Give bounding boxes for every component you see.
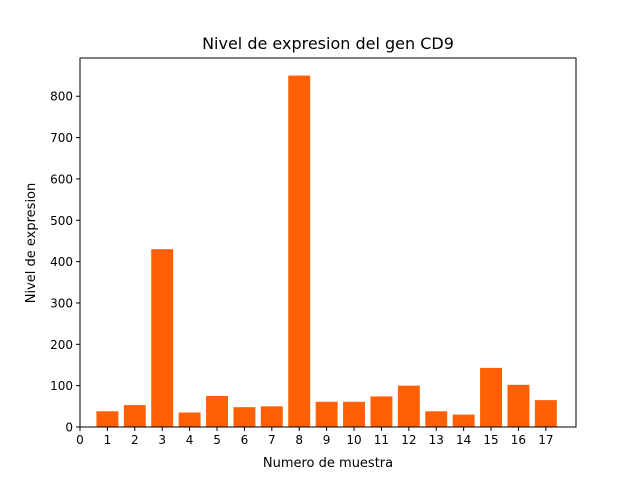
x-tick-label: 3	[158, 433, 166, 447]
x-tick-label: 6	[241, 433, 249, 447]
y-tick-label: 100	[50, 379, 73, 393]
bar-sample-15	[480, 367, 503, 427]
bars	[96, 75, 557, 428]
y-tick-label: 300	[50, 296, 73, 310]
y-tick-label: 0	[65, 421, 73, 435]
bar-sample-7	[260, 406, 283, 427]
x-tick-label: 10	[346, 433, 361, 447]
bar-sample-16	[507, 384, 530, 427]
x-tick-label: 16	[511, 433, 526, 447]
bar-sample-8	[288, 75, 311, 428]
y-tick-label: 700	[50, 131, 73, 145]
x-tick-label: 17	[538, 433, 553, 447]
x-tick-label: 7	[268, 433, 276, 447]
plot-frame	[79, 57, 577, 428]
x-tick-label: 12	[401, 433, 416, 447]
bar-sample-3	[151, 249, 174, 427]
y-tick-label: 800	[50, 90, 73, 104]
x-tick-label: 8	[295, 433, 303, 447]
x-axis-label: Numero de muestra	[263, 456, 393, 471]
bar-sample-13	[425, 411, 448, 427]
bar-sample-5	[206, 395, 228, 427]
x-tick-label: 1	[104, 433, 112, 447]
x-tick-label: 4	[186, 433, 194, 447]
x-tick-label: 14	[456, 433, 471, 447]
bar-sample-6	[233, 407, 256, 427]
x-tick-label: 9	[323, 433, 331, 447]
y-tick-label: 200	[50, 338, 73, 352]
chart-title: Nivel de expresion del gen CD9	[202, 34, 454, 53]
bar-sample-11	[370, 396, 393, 427]
bar-sample-1	[96, 411, 119, 427]
bar-sample-12	[397, 385, 420, 427]
y-axis-label: Nivel de expresion	[24, 183, 39, 304]
bar-sample-17	[534, 400, 557, 427]
x-tick-label: 15	[483, 433, 498, 447]
x-tick-label: 2	[131, 433, 139, 447]
bar-sample-14	[452, 414, 475, 427]
x-tick-label: 13	[429, 433, 444, 447]
bar-sample-2	[123, 405, 146, 427]
bar-sample-4	[178, 412, 201, 427]
bar-sample-10	[343, 401, 365, 427]
y-tick-label: 500	[50, 214, 73, 228]
bar-sample-9	[315, 401, 338, 427]
y-tick-label: 400	[50, 255, 73, 269]
x-axis-ticks: 0 1 2 3 4 5 6 7 8 9 10 11 12 13 14 15 16 17	[76, 427, 553, 447]
y-axis-ticks: 0 100 200 300 400 500 600 700 800	[50, 90, 80, 435]
x-tick-label: 5	[213, 433, 221, 447]
x-tick-label: 0	[76, 433, 84, 447]
x-tick-label: 11	[374, 433, 389, 447]
y-tick-label: 600	[50, 172, 73, 186]
